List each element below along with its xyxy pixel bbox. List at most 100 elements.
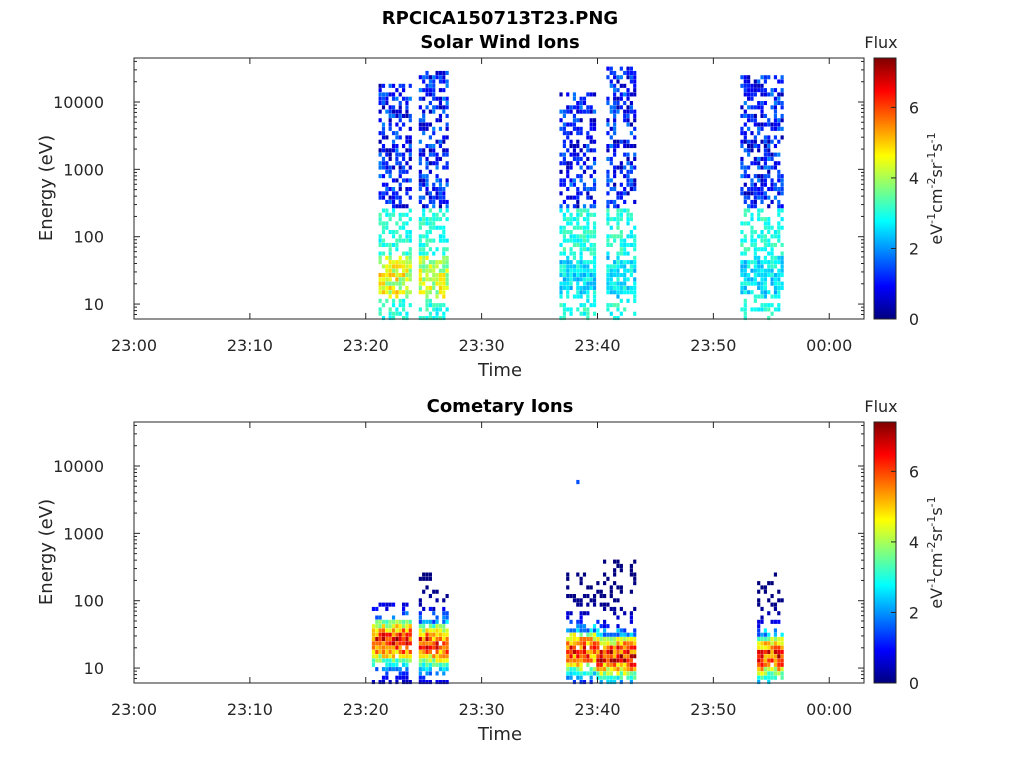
flux-cell [626,169,630,174]
flux-cell [589,242,593,247]
flux-cell [609,70,613,75]
flux-cell [385,264,389,269]
flux-cell [750,131,754,136]
flux-cell [418,161,422,166]
flux-cell [432,285,436,290]
flux-cell [589,247,593,252]
flux-cell [566,92,570,97]
flux-cell [569,139,573,144]
flux-cell [623,83,627,88]
flux-cell [753,182,757,187]
flux-cell [418,615,422,620]
flux-cell [592,290,597,295]
flux-cell [757,307,761,312]
flux-cell [579,632,583,637]
flux-cell [616,212,620,217]
flux-cell [623,264,627,269]
flux-cell [750,187,754,192]
flux-cell [599,680,603,685]
flux-cell [619,230,623,235]
flux-cell [395,148,399,153]
flux-cell [579,285,583,290]
flux-cell [418,285,422,290]
flux-cell [422,178,426,183]
flux-cell [435,225,439,230]
flux-cell [408,649,412,654]
flux-cell [428,662,432,667]
flux-cell [418,255,422,260]
flux-cell [586,658,590,663]
flux-cell [576,105,580,110]
flux-cell [385,268,389,273]
flux-cell [381,602,386,607]
flux-cell [378,165,382,170]
flux-cell [408,83,412,88]
flux-cell [586,662,590,667]
flux-cell [623,109,627,114]
flux-cell [623,281,627,286]
flux-cell [582,645,587,650]
flux-cell [619,260,623,265]
flux-cell [388,255,392,260]
flux-cell [740,165,744,170]
flux-cell [375,619,379,624]
flux-cell [753,255,757,260]
flux-cell [582,260,587,265]
flux-cell [586,221,590,226]
flux-cell [381,221,386,226]
flux-cell [619,662,623,667]
flux-cell [438,182,443,187]
flux-cell [391,624,396,629]
flux-cell [566,238,570,243]
flux-cell [398,632,402,637]
flux-cell [586,212,590,217]
flux-cell [398,645,402,650]
flux-cell [743,290,747,295]
flux-cell [391,628,396,633]
colorbar-unit-label: eV-1cm-2sr-1s-1 [925,496,946,608]
flux-cell [780,281,784,286]
flux-cell [760,654,764,659]
flux-cell [572,113,577,118]
flux-cell [418,307,422,312]
flux-cell [402,251,406,256]
flux-cell [559,264,563,269]
flux-cell [569,268,573,273]
flux-cell [603,641,607,646]
flux-cell [740,251,744,256]
flux-cell [619,298,623,303]
flux-cell [402,680,406,685]
flux-cell [566,615,570,620]
flux-cell [619,251,623,256]
flux-cell [572,671,577,676]
flux-cell [428,152,432,157]
flux-cell [408,152,412,157]
flux-cell [770,658,774,663]
flux-cell [579,234,583,239]
flux-cell [592,182,597,187]
flux-cell [780,637,784,642]
flux-cell [576,602,580,607]
flux-cell [747,273,751,278]
flux-cell [395,260,399,265]
flux-cell [566,135,570,140]
flux-cell [626,144,630,149]
flux-cell [442,191,446,196]
flux-cell [767,139,771,144]
flux-cell [579,109,583,114]
colorbar-title: Flux [864,33,897,52]
flux-cell [780,255,784,260]
flux-cell [422,264,426,269]
flux-cell [619,105,623,110]
flux-cell [566,285,570,290]
flux-cell [757,174,761,179]
flux-cell [442,195,446,200]
flux-cell [613,285,617,290]
flux-cell [773,122,778,127]
flux-cell [633,109,637,114]
flux-cell [757,165,761,170]
panel-title: Cometary Ions [427,396,574,417]
flux-cell [408,135,412,140]
flux-cell [569,645,573,650]
flux-cell [763,195,767,200]
